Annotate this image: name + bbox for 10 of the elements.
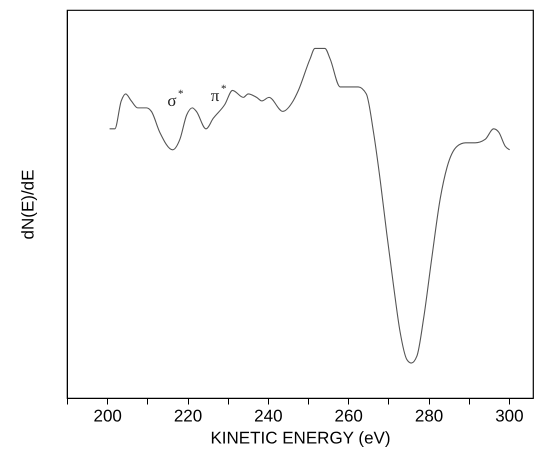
x-tick-label: 300 — [495, 406, 524, 426]
annotation: π* — [210, 83, 226, 105]
x-tick-label: 200 — [93, 406, 122, 426]
annotation: σ* — [167, 88, 184, 110]
x-tick-label: 240 — [254, 406, 283, 426]
x-tick-label: 220 — [174, 406, 202, 426]
x-tick-label: 280 — [414, 406, 444, 426]
x-tick-label: 260 — [334, 406, 363, 426]
x-axis-title: KINETIC ENERGY (eV) — [210, 428, 391, 448]
y-axis-title: dN(E)/dE — [18, 170, 38, 240]
